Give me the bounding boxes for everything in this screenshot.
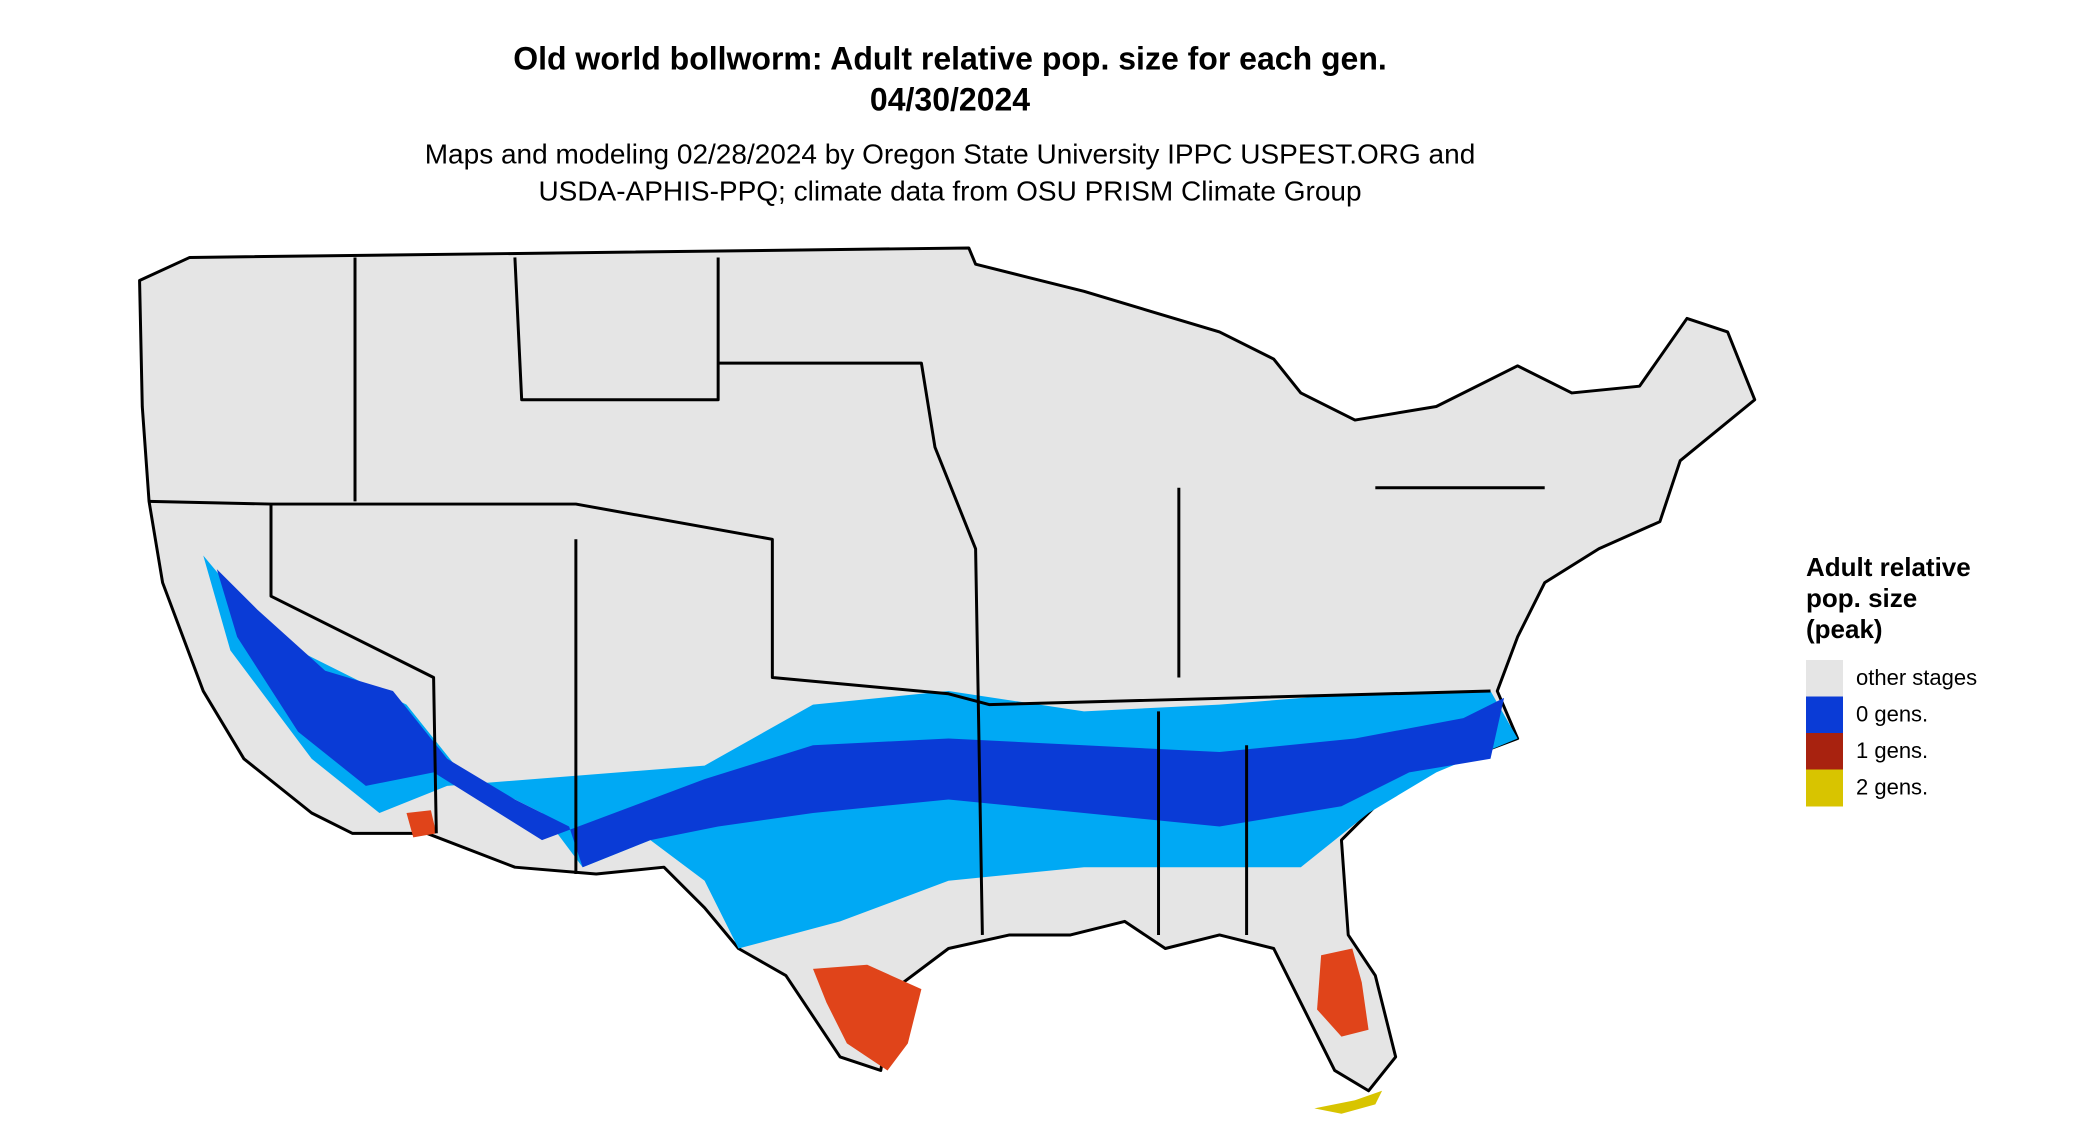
us-outline xyxy=(138,246,1757,1093)
zone-red-florida xyxy=(1317,948,1369,1037)
legend-swatch xyxy=(1806,660,1843,697)
legend-label: 1 gens. xyxy=(1856,738,1928,763)
zone-blue xyxy=(216,569,1505,868)
legend-swatch xyxy=(1806,769,1843,807)
subtitle: Maps and modeling 02/28/2024 by Oregon S… xyxy=(425,138,1476,169)
zone-yellow-keys xyxy=(1314,1090,1383,1114)
zone-red-arizona xyxy=(406,810,437,838)
state-line xyxy=(513,257,720,402)
zone-red-texas xyxy=(813,964,922,1071)
subtitle: USDA-APHIS-PPQ; climate data from OSU PR… xyxy=(538,175,1361,206)
legend-swatch xyxy=(1806,733,1843,770)
state-line xyxy=(269,504,438,834)
legend-title: Adult relative xyxy=(1806,552,1971,582)
legend-swatch xyxy=(1806,696,1843,734)
legend-title: (peak) xyxy=(1806,614,1883,644)
legend-title: pop. size xyxy=(1806,583,1917,613)
legend-label: 0 gens. xyxy=(1856,701,1928,726)
title: Old world bollworm: Adult relative pop. … xyxy=(513,40,1387,76)
legend-label: 2 gens. xyxy=(1856,774,1928,799)
legend-label: other stages xyxy=(1856,665,1977,690)
state-line xyxy=(149,499,1491,707)
state-line xyxy=(718,361,984,935)
map xyxy=(138,246,1757,1114)
date: 04/30/2024 xyxy=(870,81,1030,117)
